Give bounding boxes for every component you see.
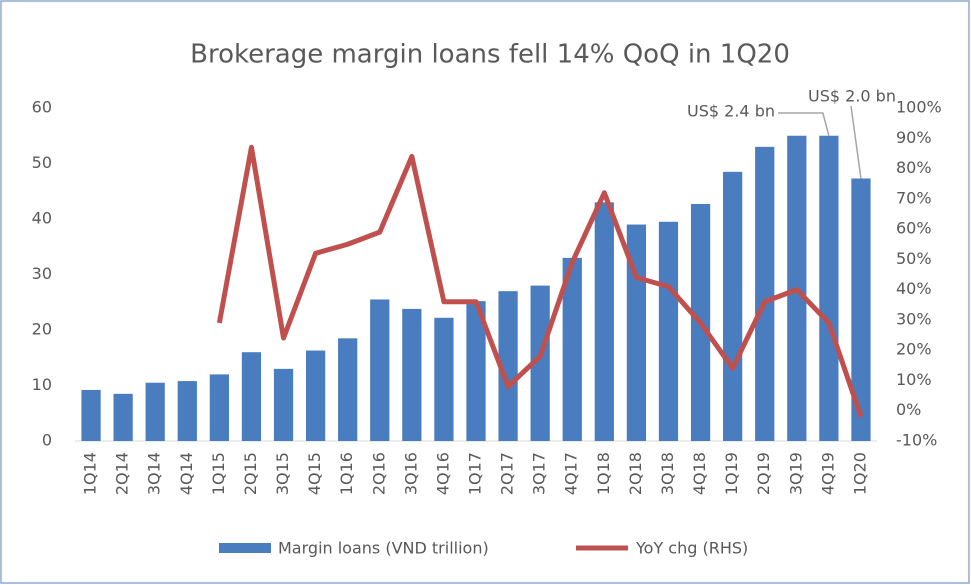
x-tick-label: 4Q15 <box>305 452 324 495</box>
bar <box>145 382 165 441</box>
bar <box>241 352 262 441</box>
x-tick-label: 2Q14 <box>113 452 132 495</box>
chart-title: Brokerage margin loans fell 14% QoQ in 1… <box>190 40 790 70</box>
x-tick-label: 3Q18 <box>658 452 677 495</box>
bar <box>209 374 229 441</box>
x-tick-label: 1Q19 <box>722 452 741 495</box>
y-tick-label: 10 <box>32 375 52 394</box>
bar <box>530 285 550 441</box>
x-tick-label: 2Q18 <box>626 452 645 495</box>
y2-tick-label: 50% <box>896 249 932 268</box>
annotation: US$ 2.4 bn <box>687 102 775 121</box>
x-tick-label: 1Q18 <box>594 452 613 495</box>
y2-tick-label: 60% <box>896 219 932 238</box>
legend-label: YoY chg (RHS) <box>635 539 748 558</box>
bar <box>402 308 422 441</box>
legend-label: Margin loans (VND trillion) <box>278 539 489 558</box>
bar <box>113 393 133 441</box>
bar <box>81 389 101 441</box>
x-tick-label: 1Q17 <box>466 452 485 495</box>
x-tick-label: 2Q17 <box>498 452 517 495</box>
bar <box>851 178 871 442</box>
line <box>216 144 864 418</box>
bar <box>819 135 839 441</box>
bar <box>338 338 358 441</box>
y-tick-label: 30 <box>32 264 52 283</box>
y2-tick-label: 40% <box>896 279 932 298</box>
annotation-leader <box>778 112 830 136</box>
annotation-leader <box>850 105 862 179</box>
y2-tick-label: 30% <box>896 309 932 328</box>
bar <box>305 350 326 441</box>
y2-tick-label: 80% <box>896 158 932 177</box>
bar <box>273 368 294 441</box>
x-tick-label: 3Q16 <box>401 452 420 495</box>
y-tick-label: 60 <box>32 98 52 117</box>
bar <box>370 299 390 441</box>
y-tick-label: 20 <box>32 320 52 339</box>
x-tick-label: 3Q15 <box>273 452 292 495</box>
x-tick-label: 3Q19 <box>786 452 805 495</box>
y2-tick-label: 20% <box>896 340 932 359</box>
x-tick-label: 2Q19 <box>754 452 773 495</box>
x-tick-label: 3Q14 <box>145 452 164 495</box>
y2-tick-label: 70% <box>896 188 932 207</box>
x-tick-label: 1Q20 <box>850 452 869 495</box>
y-tick-label: 0 <box>42 431 52 450</box>
y2-tick-label: 100% <box>896 98 942 117</box>
bar <box>755 146 775 441</box>
bar <box>466 301 486 441</box>
y2-tick-label: 0% <box>896 400 921 419</box>
x-tick-label: 1Q14 <box>81 452 100 495</box>
y2-tick-label: 90% <box>896 128 932 147</box>
x-tick-label: 1Q15 <box>209 452 228 495</box>
y-tick-label: 50 <box>32 153 52 172</box>
x-tick-label: 4Q14 <box>177 452 196 495</box>
bar <box>723 171 743 441</box>
bar <box>562 257 582 441</box>
y2-tick-label: -10% <box>896 431 937 450</box>
x-tick-label: 4Q18 <box>690 452 709 495</box>
x-tick-label: 2Q16 <box>369 452 388 495</box>
bar <box>177 381 197 441</box>
x-tick-label: 1Q16 <box>337 452 356 495</box>
x-tick-label: 4Q19 <box>818 452 837 495</box>
legend-swatch <box>219 543 271 553</box>
x-tick-label: 2Q15 <box>241 452 260 495</box>
annotation: US$ 2.0 bn <box>808 87 896 106</box>
y2-tick-label: 10% <box>896 370 932 389</box>
x-tick-label: 4Q16 <box>433 452 452 495</box>
bar <box>658 221 679 441</box>
x-tick-label: 3Q17 <box>530 452 549 495</box>
y-tick-label: 40 <box>32 209 52 228</box>
bar <box>594 202 614 441</box>
x-tick-label: 4Q17 <box>562 452 581 495</box>
bar <box>498 291 518 441</box>
bar <box>434 317 454 441</box>
